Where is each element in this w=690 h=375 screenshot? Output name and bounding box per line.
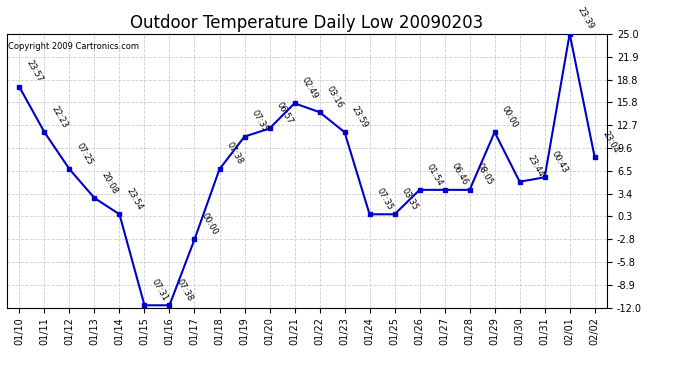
- Text: 23:57: 23:57: [25, 59, 45, 84]
- Text: 23:59: 23:59: [350, 104, 370, 129]
- Text: 23:39: 23:39: [575, 6, 595, 31]
- Text: 02:49: 02:49: [300, 75, 319, 100]
- Text: 01:54: 01:54: [425, 162, 445, 187]
- Text: 22:23: 22:23: [50, 104, 70, 129]
- Text: 00:00: 00:00: [500, 104, 520, 129]
- Text: 00:00: 00:00: [200, 211, 219, 237]
- Text: 07:25: 07:25: [75, 141, 95, 166]
- Text: Copyright 2009 Cartronics.com: Copyright 2009 Cartronics.com: [8, 42, 139, 51]
- Text: 20:08: 20:08: [100, 170, 120, 195]
- Text: 00:43: 00:43: [550, 149, 570, 174]
- Text: 07:38: 07:38: [225, 141, 245, 166]
- Text: 23:44: 23:44: [525, 154, 545, 179]
- Text: 07:31: 07:31: [150, 277, 170, 303]
- Text: 06:57: 06:57: [275, 100, 295, 126]
- Text: 03:35: 03:35: [400, 186, 420, 211]
- Text: 07:35: 07:35: [250, 108, 270, 134]
- Text: 08:05: 08:05: [475, 162, 495, 187]
- Text: 06:46: 06:46: [450, 162, 470, 187]
- Title: Outdoor Temperature Daily Low 20090203: Outdoor Temperature Daily Low 20090203: [130, 14, 484, 32]
- Text: 23:04: 23:04: [600, 129, 620, 154]
- Text: 23:54: 23:54: [125, 186, 145, 211]
- Text: 03:16: 03:16: [325, 84, 345, 110]
- Text: 07:35: 07:35: [375, 186, 395, 211]
- Text: 07:38: 07:38: [175, 277, 195, 303]
